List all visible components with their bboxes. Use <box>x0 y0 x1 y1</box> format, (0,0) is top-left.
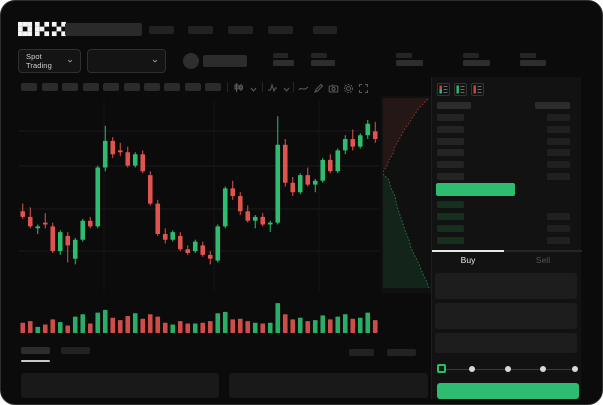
bottom-action-1[interactable] <box>349 349 374 356</box>
coin-icon <box>183 53 199 69</box>
timeframe-button-6[interactable] <box>124 83 140 91</box>
last-price-badge[interactable] <box>436 183 515 196</box>
indicator-icon[interactable] <box>267 82 278 93</box>
total-input[interactable] <box>435 333 577 353</box>
okx-logo-text: OKX <box>66 21 67 22</box>
slider-dot-100[interactable] <box>572 366 578 372</box>
timeframe-button-8[interactable] <box>164 83 180 91</box>
pair-selector-dropdown[interactable] <box>87 49 166 73</box>
fullscreen-icon[interactable] <box>358 83 369 94</box>
bottom-action-2[interactable] <box>387 349 416 356</box>
timeframe-button-10[interactable] <box>205 83 221 91</box>
bottom-tab-1[interactable] <box>21 347 50 354</box>
nav-item-3[interactable] <box>228 26 253 34</box>
bottom-panel-right <box>229 373 428 398</box>
sell-tab-indicator <box>504 250 582 252</box>
book-asks-icon[interactable] <box>471 83 484 96</box>
line-tool-icon[interactable] <box>298 83 309 94</box>
market-type-label: Spot Trading <box>26 52 52 70</box>
nav-item-4[interactable] <box>268 26 293 34</box>
candlestick-chart[interactable] <box>19 101 379 333</box>
book-both-icon[interactable] <box>437 83 450 96</box>
percent-slider-handle[interactable] <box>437 364 446 373</box>
market-type-dropdown[interactable]: Spot Trading <box>18 49 81 73</box>
candlestick-layer <box>19 101 379 291</box>
buy-tab-indicator <box>432 250 504 252</box>
timeframe-button-3[interactable] <box>62 83 78 91</box>
bottom-tab-1-indicator <box>21 360 50 362</box>
slider-dot-75[interactable] <box>540 366 546 372</box>
pair-name-placeholder <box>203 55 247 67</box>
timeframe-button-2[interactable] <box>42 83 58 91</box>
chevron-down-icon <box>152 59 158 63</box>
buy-submit-button[interactable] <box>437 383 579 399</box>
timeframe-button-4[interactable] <box>83 83 99 91</box>
edit-icon[interactable] <box>313 83 324 94</box>
tab-sell[interactable]: Sell <box>535 255 551 265</box>
okx-logo-icon <box>18 21 66 37</box>
amount-column-header <box>535 102 570 109</box>
amount-input[interactable] <box>435 303 577 329</box>
timeframe-button-5[interactable] <box>103 83 119 91</box>
nav-item-2[interactable] <box>188 26 213 34</box>
nav-item-1[interactable] <box>149 26 174 34</box>
volume-layer <box>20 303 378 333</box>
tab-buy[interactable]: Buy <box>460 255 476 265</box>
camera-icon[interactable] <box>328 83 339 94</box>
book-bids-icon[interactable] <box>454 83 467 96</box>
price-column-header <box>437 102 471 109</box>
timeframe-button-9[interactable] <box>185 83 201 91</box>
search-input[interactable] <box>65 23 142 36</box>
okx-logo[interactable]: OKX <box>18 21 66 37</box>
chevron-down-icon[interactable] <box>248 84 259 95</box>
depth-chart <box>381 96 431 293</box>
slider-dot-50[interactable] <box>505 366 511 372</box>
toolbar-divider <box>262 82 263 92</box>
settings-icon[interactable] <box>343 83 354 94</box>
timeframe-button-7[interactable] <box>144 83 160 91</box>
chevron-down-icon <box>67 59 73 63</box>
toolbar-divider <box>293 82 294 92</box>
timeframe-button-1[interactable] <box>21 83 37 91</box>
chevron-down-icon[interactable] <box>281 84 292 95</box>
bottom-panel-left <box>21 373 219 398</box>
toolbar-divider <box>227 82 228 92</box>
nav-item-5[interactable] <box>313 26 337 34</box>
bottom-tab-2[interactable] <box>61 347 90 354</box>
slider-dot-25[interactable] <box>469 366 475 372</box>
order-book-panel: Buy Sell <box>431 77 582 399</box>
candle-style-icon[interactable] <box>233 82 244 93</box>
price-input[interactable] <box>435 273 577 299</box>
